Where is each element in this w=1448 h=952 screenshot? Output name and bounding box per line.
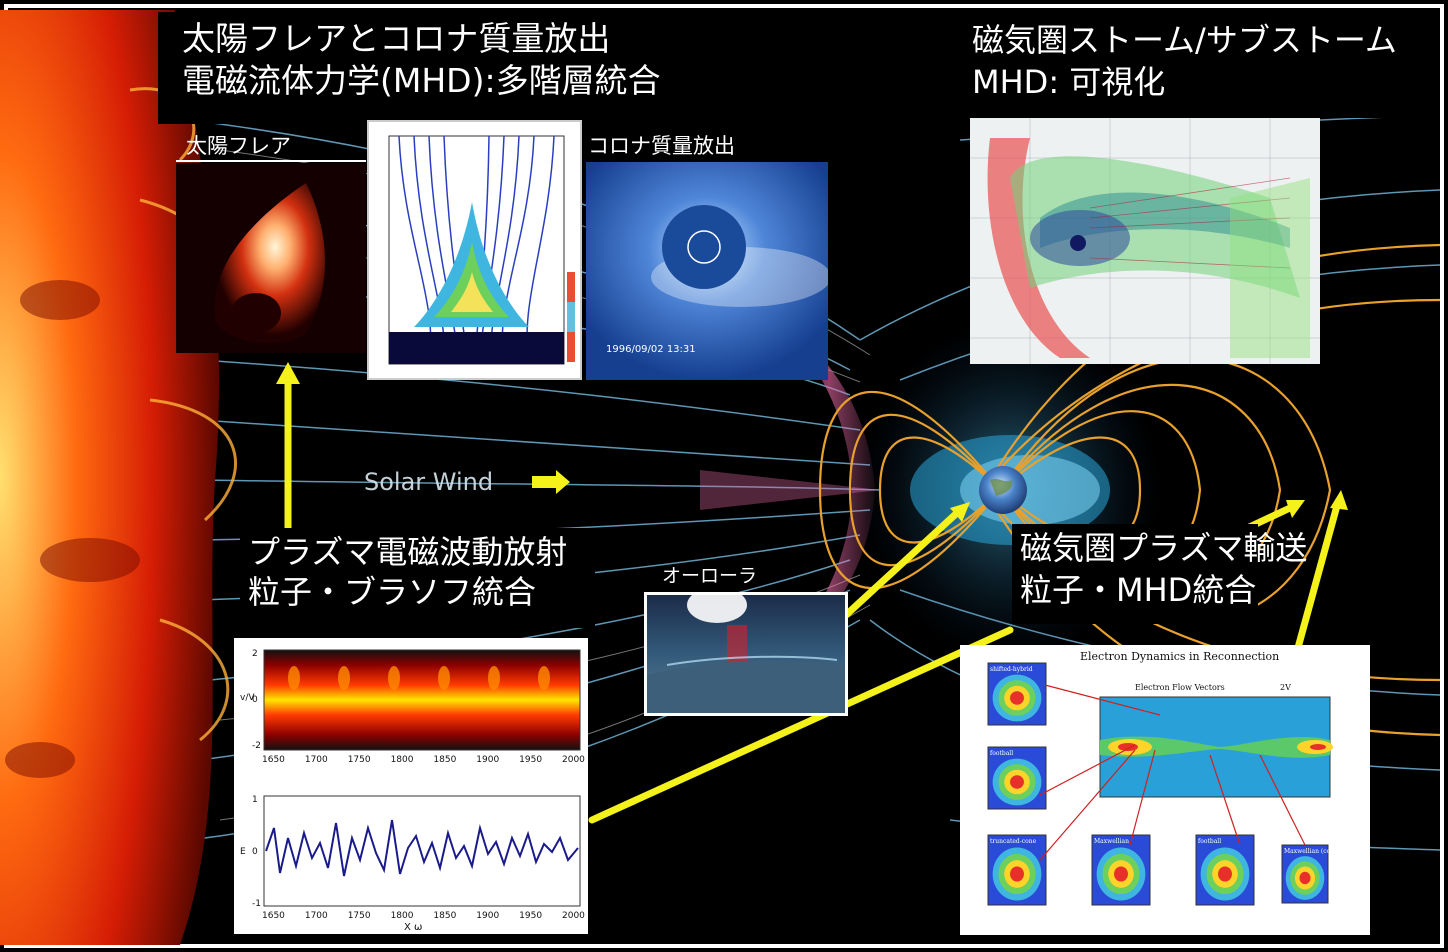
flow-scale-label: 2V (1280, 683, 1291, 692)
plasma-title-line1: プラズマ電磁波動放射 (248, 533, 568, 571)
top-x-tick-label: 1700 (305, 755, 328, 765)
plasma-title-line2: 粒子・ブラソフ統合 (248, 573, 537, 611)
sun-limb (0, 10, 220, 945)
top-x-tick-label: 1950 (519, 755, 542, 765)
solar-flare-label: 太陽フレア (186, 134, 291, 158)
bottom-x-tick-label: 1750 (348, 911, 371, 921)
y-axis-label: v/V (240, 693, 255, 703)
y-axis-label: E (240, 847, 246, 857)
x-axis-label: X ω (404, 922, 422, 933)
magnetosphere-3d-visualization (970, 118, 1320, 364)
bottom-x-tick-label: 1650 (262, 911, 285, 921)
top-x-tick-label: 1650 (262, 755, 285, 765)
solar-flare-underline (176, 160, 366, 162)
top-x-tick-label: 1800 (391, 755, 414, 765)
aurora-label: オーローラ (662, 565, 758, 587)
cme-label: コロナ質量放出 (588, 134, 735, 158)
distribution-label: truncated-cone (990, 838, 1037, 845)
top-x-tick-label: 1750 (348, 755, 371, 765)
solar-flare-image (176, 163, 366, 353)
bottom-y-tick-label: 1 (252, 795, 258, 805)
transport-title-box (1012, 524, 1258, 624)
solar-title-line2: 電磁流体力学(MHD):多階層統合 (182, 61, 661, 100)
solar-title-box (158, 12, 668, 124)
top-y-tick-label: 0 (252, 695, 258, 705)
mhd-reconnection-plot (367, 120, 582, 380)
cme-timestamp: 1996/09/02 13:31 (606, 344, 696, 355)
bottom-x-tick-label: 1900 (476, 911, 499, 921)
bottom-x-tick-label: 1700 (305, 911, 328, 921)
mag-title-line1: 磁気圏ストーム/サブストーム (972, 21, 1397, 59)
distribution-label: Maxwellian (cold) (1284, 848, 1338, 855)
transport-title-line1: 磁気圏プラズマ輸送 (1020, 529, 1308, 567)
aurora-photo (644, 592, 848, 716)
top-x-tick-label: 1850 (433, 755, 456, 765)
top-y-tick-label: -2 (252, 741, 261, 751)
distribution-label: shifted-hybrid (990, 666, 1033, 673)
top-x-tick-label: 1900 (476, 755, 499, 765)
bottom-x-tick-label: 1950 (519, 911, 542, 921)
electron-flow-vectors-label: Electron Flow Vectors (1135, 683, 1225, 692)
bottom-x-tick-label: 2000 (562, 911, 585, 921)
top-y-tick-label: 2 (252, 649, 258, 659)
solar-wind-label: Solar Wind (364, 468, 494, 496)
transport-title-line2: 粒子・MHD統合 (1020, 571, 1257, 609)
mag-title-line2: MHD: 可視化 (972, 63, 1166, 101)
solar-title-line1: 太陽フレアとコロナ質量放出 (182, 19, 611, 58)
cme-image: 1996/09/02 13:31 (586, 162, 828, 380)
bottom-x-tick-label: 1800 (391, 911, 414, 921)
plasma-wave-plot: 1650 1650 1700 1700 1750 1750 1800 1800 1850 1850… (234, 638, 588, 934)
solar-wind-arrow (532, 470, 570, 494)
electron-dynamics-figure: Electron Dynamics in Reconnection Electr… (960, 645, 1370, 935)
bottom-y-tick-label: 0 (252, 847, 258, 857)
distribution-label: Maxwellian (1094, 838, 1129, 845)
mag-title-box (950, 12, 1440, 118)
electron-dynamics-title: Electron Dynamics in Reconnection (1080, 650, 1279, 663)
plasma-title-box (240, 528, 595, 628)
bottom-x-tick-label: 1850 (433, 911, 456, 921)
distribution-label: football (1198, 838, 1221, 845)
bottom-y-tick-label: -1 (252, 899, 261, 909)
distribution-label: football (990, 750, 1013, 757)
top-x-tick-label: 2000 (562, 755, 585, 765)
